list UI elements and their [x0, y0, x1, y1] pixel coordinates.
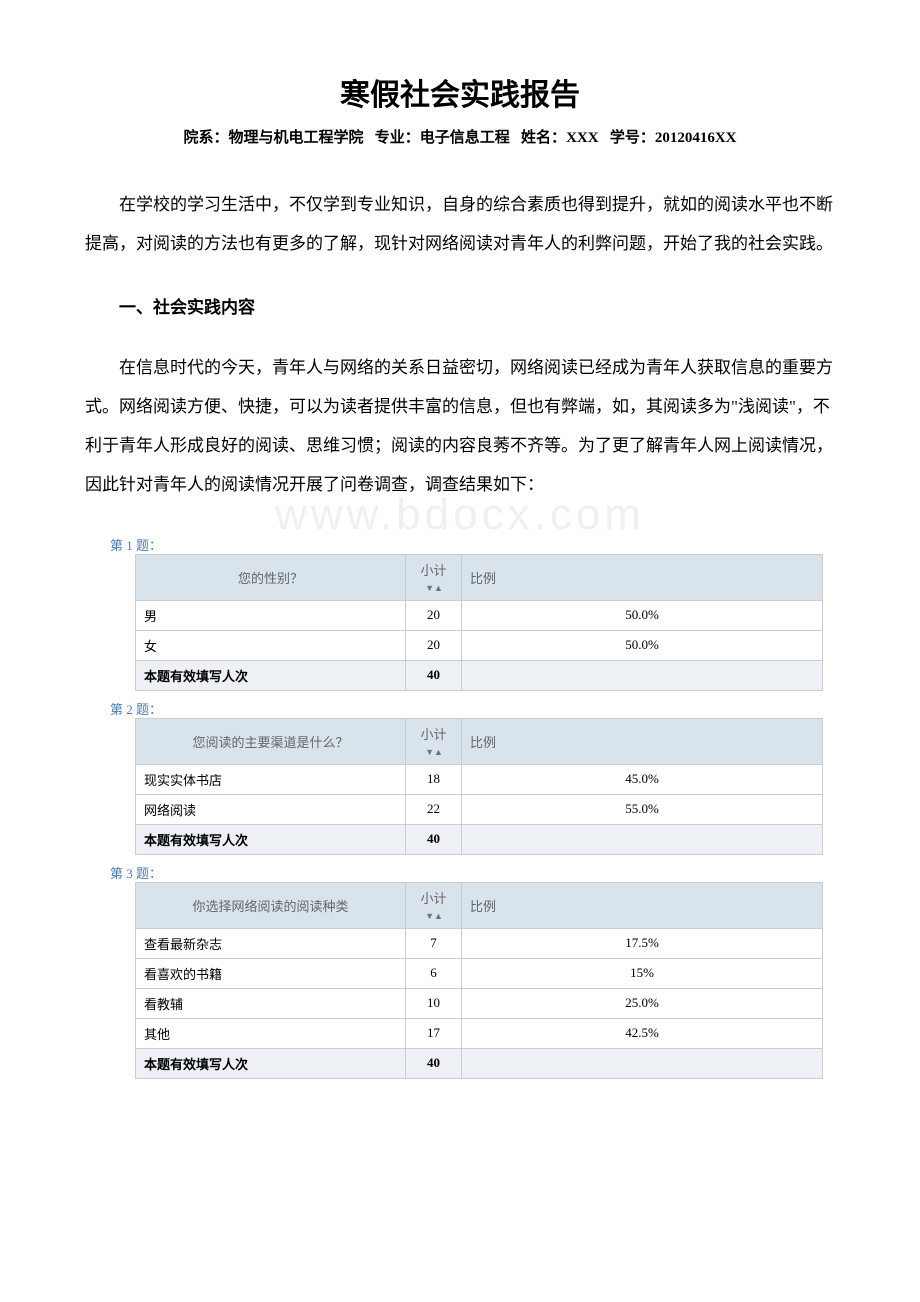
cell-count: 17 — [406, 1018, 462, 1048]
cell-option: 看喜欢的书籍 — [136, 958, 406, 988]
question-label: 第 2 题： — [85, 699, 835, 718]
table-row: 其他1742.5% — [136, 1018, 823, 1048]
table-row: 网络阅读2255.0% — [136, 794, 823, 824]
cell-option: 查看最新杂志 — [136, 928, 406, 958]
total-ratio-empty — [462, 824, 823, 854]
column-header-count[interactable]: 小计▼▲ — [406, 718, 462, 764]
cell-option: 男 — [136, 600, 406, 630]
column-header-question: 你选择网络阅读的阅读种类 — [136, 882, 406, 928]
cell-option: 看教辅 — [136, 988, 406, 1018]
cell-ratio: 50.0% — [462, 630, 823, 660]
column-header-ratio: 比例 — [462, 718, 823, 764]
sort-icon: ▼▲ — [425, 747, 443, 757]
table-header-row: 您的性别？小计▼▲比例 — [136, 554, 823, 600]
survey-table: 您的性别？小计▼▲比例男2050.0%女2050.0%本题有效填写人次40 — [135, 554, 823, 691]
column-header-ratio: 比例 — [462, 882, 823, 928]
table-row: 查看最新杂志717.5% — [136, 928, 823, 958]
table-row: 男2050.0% — [136, 600, 823, 630]
table-row: 女2050.0% — [136, 630, 823, 660]
cell-ratio: 17.5% — [462, 928, 823, 958]
column-header-ratio: 比例 — [462, 554, 823, 600]
sort-icon: ▼▲ — [425, 911, 443, 921]
name-label: 姓名： — [521, 130, 566, 146]
section-1-heading: 一、社会实践内容 — [85, 293, 835, 318]
id-label: 学号： — [610, 130, 655, 146]
table-total-row: 本题有效填写人次40 — [136, 1048, 823, 1078]
cell-option: 现实实体书店 — [136, 764, 406, 794]
cell-ratio: 45.0% — [462, 764, 823, 794]
question-label: 第 1 题： — [85, 535, 835, 554]
cell-option: 网络阅读 — [136, 794, 406, 824]
cell-ratio: 55.0% — [462, 794, 823, 824]
column-header-count[interactable]: 小计▼▲ — [406, 882, 462, 928]
intro-paragraph: 在学校的学习生活中，不仅学到专业知识，自身的综合素质也得到提升，就如的阅读水平也… — [85, 185, 835, 263]
cell-count: 20 — [406, 630, 462, 660]
table-row: 现实实体书店1845.0% — [136, 764, 823, 794]
cell-count: 7 — [406, 928, 462, 958]
id-value: 20120416XX — [655, 130, 737, 146]
survey-table: 你选择网络阅读的阅读种类小计▼▲比例查看最新杂志717.5%看喜欢的书籍615%… — [135, 882, 823, 1079]
total-ratio-empty — [462, 1048, 823, 1078]
cell-option: 女 — [136, 630, 406, 660]
cell-count: 10 — [406, 988, 462, 1018]
table-row: 看喜欢的书籍615% — [136, 958, 823, 988]
total-count: 40 — [406, 824, 462, 854]
dept-label: 院系： — [183, 130, 228, 146]
table-total-row: 本题有效填写人次40 — [136, 660, 823, 690]
cell-ratio: 42.5% — [462, 1018, 823, 1048]
total-count: 40 — [406, 660, 462, 690]
cell-ratio: 15% — [462, 958, 823, 988]
sort-icon: ▼▲ — [425, 583, 443, 593]
survey-table: 您阅读的主要渠道是什么？小计▼▲比例现实实体书店1845.0%网络阅读2255.… — [135, 718, 823, 855]
total-label: 本题有效填写人次 — [136, 824, 406, 854]
table-header-row: 您阅读的主要渠道是什么？小计▼▲比例 — [136, 718, 823, 764]
cell-count: 6 — [406, 958, 462, 988]
report-title: 寒假社会实践报告 — [85, 70, 835, 114]
cell-count: 20 — [406, 600, 462, 630]
column-header-count[interactable]: 小计▼▲ — [406, 554, 462, 600]
total-count: 40 — [406, 1048, 462, 1078]
cell-option: 其他 — [136, 1018, 406, 1048]
total-label: 本题有效填写人次 — [136, 1048, 406, 1078]
column-header-question: 您的性别？ — [136, 554, 406, 600]
cell-count: 22 — [406, 794, 462, 824]
total-label: 本题有效填写人次 — [136, 660, 406, 690]
major-value: 电子信息工程 — [420, 130, 510, 146]
section-1-paragraph: 在信息时代的今天，青年人与网络的关系日益密切，网络阅读已经成为青年人获取信息的重… — [85, 348, 835, 504]
name-value: XXX — [566, 130, 599, 146]
cell-count: 18 — [406, 764, 462, 794]
dept-value: 物理与机电工程学院 — [229, 130, 364, 146]
column-header-question: 您阅读的主要渠道是什么？ — [136, 718, 406, 764]
cell-ratio: 25.0% — [462, 988, 823, 1018]
question-label: 第 3 题： — [85, 863, 835, 882]
major-label: 专业： — [375, 130, 420, 146]
table-row: 看教辅1025.0% — [136, 988, 823, 1018]
meta-info-line: 院系：物理与机电工程学院 专业：电子信息工程 姓名：XXX 学号：2012041… — [85, 126, 835, 147]
total-ratio-empty — [462, 660, 823, 690]
table-header-row: 你选择网络阅读的阅读种类小计▼▲比例 — [136, 882, 823, 928]
cell-ratio: 50.0% — [462, 600, 823, 630]
table-total-row: 本题有效填写人次40 — [136, 824, 823, 854]
